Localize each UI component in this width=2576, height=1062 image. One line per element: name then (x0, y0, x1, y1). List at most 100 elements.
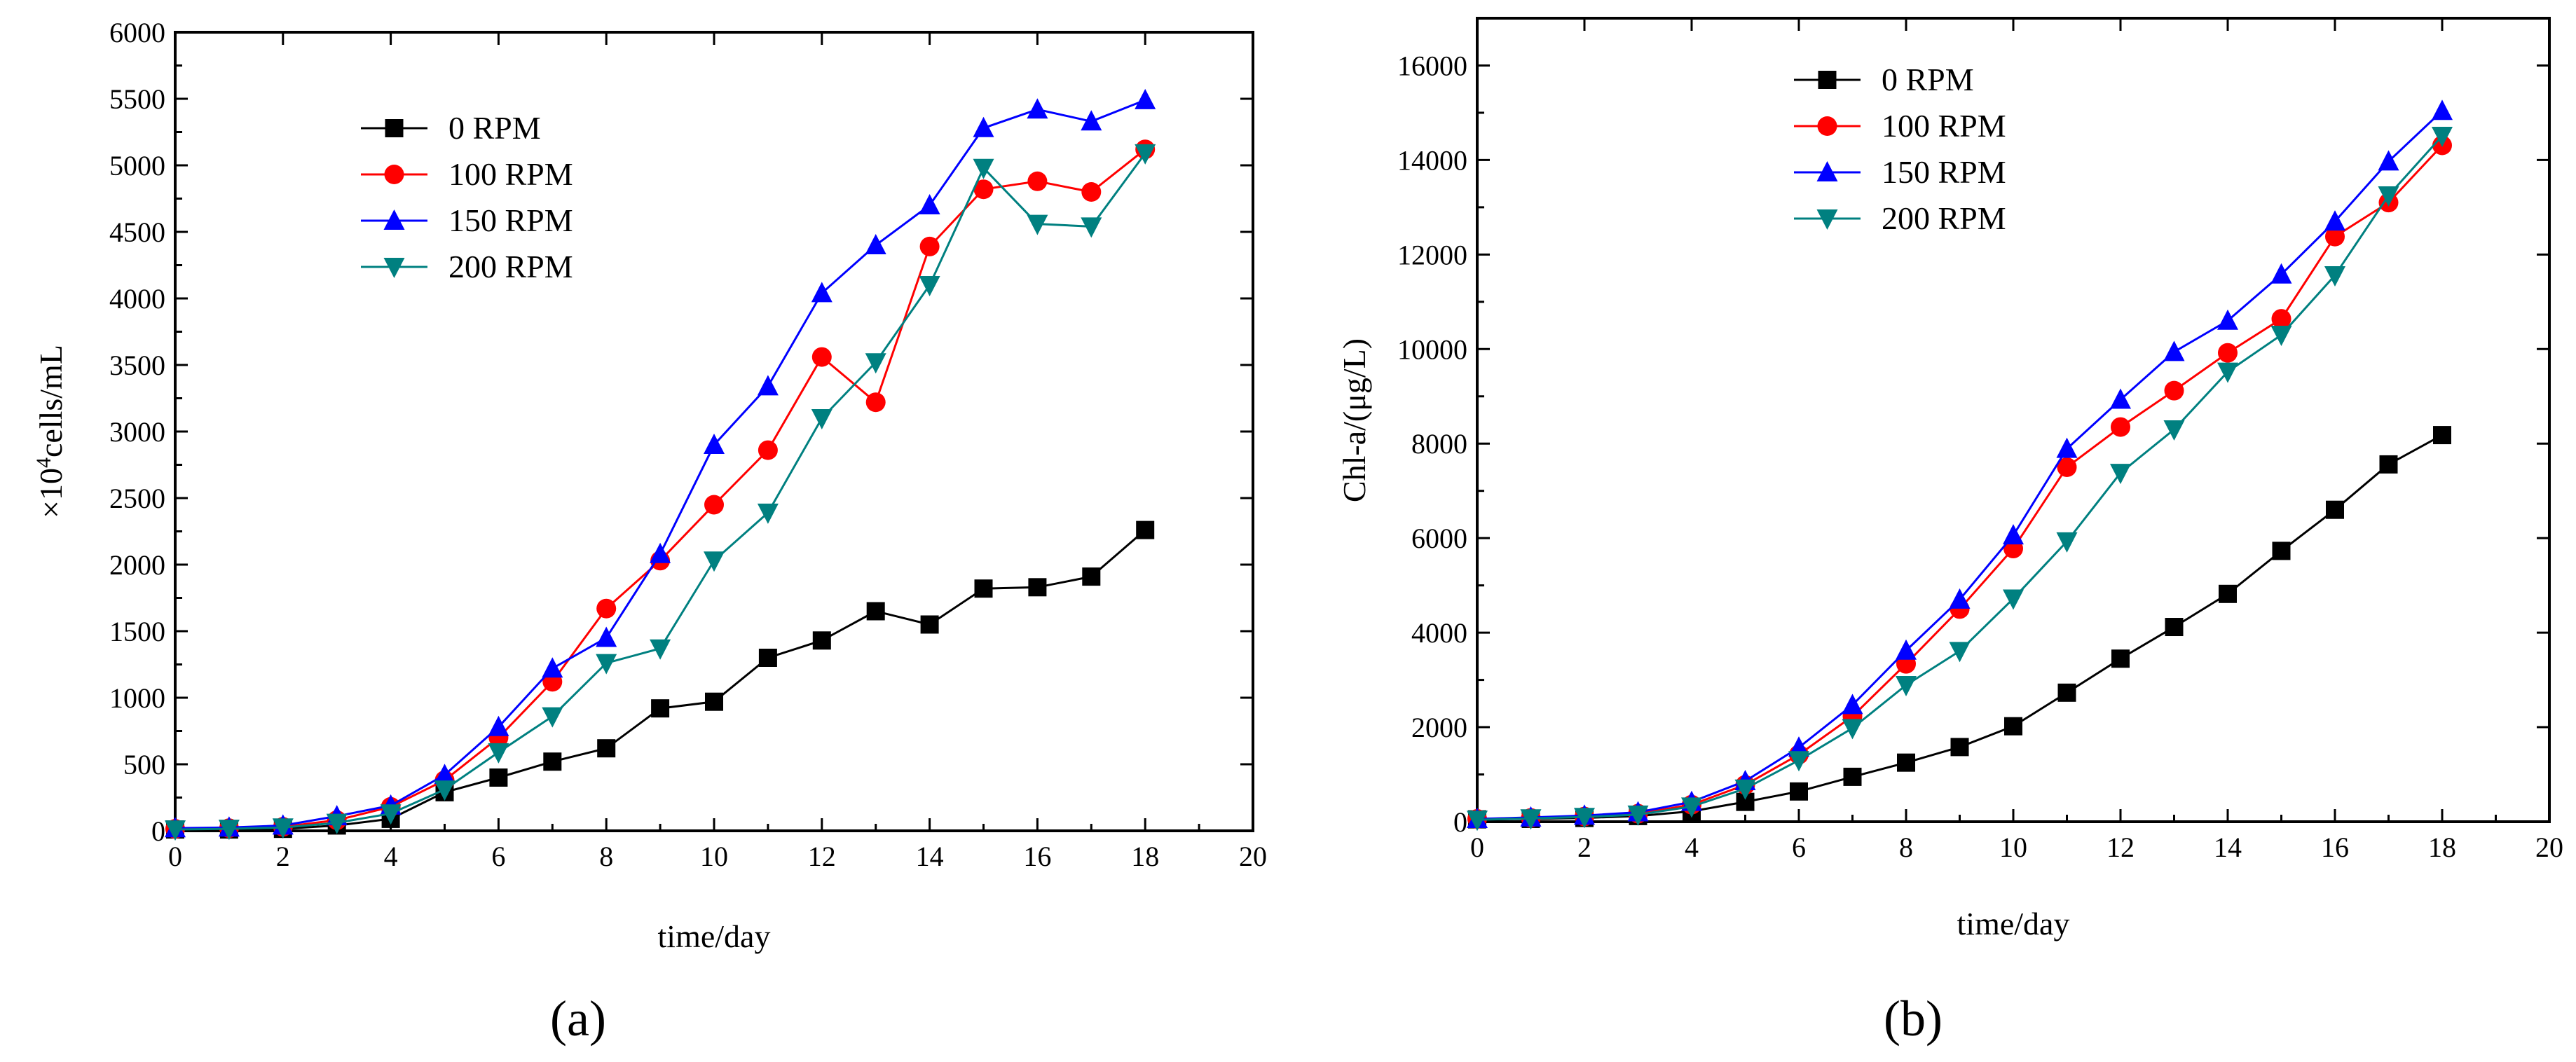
data-point (1574, 808, 1595, 829)
data-point (1027, 98, 1048, 119)
data-point (2217, 309, 2238, 330)
data-point (2270, 263, 2292, 284)
y-axis-title-a: ×104cells/mL (32, 345, 69, 518)
y-tick-label: 4500 (109, 216, 165, 248)
y-tick-label: 2000 (1411, 712, 1467, 743)
data-point (596, 598, 617, 619)
x-tick-label: 12 (808, 841, 836, 872)
legend-marker (1816, 161, 1838, 181)
series-group-a (165, 88, 1156, 841)
x-tick-label: 2 (1577, 832, 1591, 863)
legend-a: 0 RPM 100 RPM 150 RPM 200 RPM (361, 110, 573, 284)
x-tick-label: 8 (599, 841, 613, 872)
data-point (1081, 217, 1102, 238)
data-point (165, 820, 186, 841)
y-tick-label: 12000 (1397, 239, 1467, 270)
x-tick-label: 4 (384, 841, 398, 872)
data-point (920, 615, 939, 634)
data-point (704, 551, 725, 572)
x-tick-label: 18 (2428, 832, 2456, 863)
data-point (1896, 639, 1917, 660)
data-point (597, 739, 616, 758)
data-point (811, 347, 832, 367)
data-point (1027, 171, 1048, 191)
data-point (2272, 542, 2291, 560)
x-tick-label: 20 (2535, 832, 2563, 863)
legend-label: 0 RPM (448, 110, 541, 146)
data-point (1897, 753, 1915, 772)
legend-marker (1816, 209, 1838, 230)
data-point (2111, 417, 2130, 437)
panel-label-b: (b) (1884, 991, 1943, 1047)
data-point (2271, 309, 2291, 329)
series-line (174, 149, 1146, 830)
data-point (1734, 779, 1756, 800)
y-tick-label: 4000 (1411, 617, 1467, 649)
x-tick-label: 14 (916, 841, 944, 872)
data-point (1081, 182, 1102, 202)
data-point (2218, 343, 2238, 363)
y-tick-label: 2500 (109, 483, 165, 514)
series-group-b (1467, 99, 2453, 832)
data-point (2165, 618, 2184, 637)
legend-marker (383, 209, 405, 230)
legend-label: 200 RPM (1882, 200, 2006, 236)
data-point (2270, 326, 2292, 347)
legend-label: 200 RPM (448, 249, 573, 284)
data-point (812, 631, 831, 650)
y-tick-label: 3500 (109, 350, 165, 381)
data-point (2324, 210, 2345, 231)
panel-a: 0 2 4 6 8 10 12 14 16 18 20 0 500 1000 1500 2000 2500 30… (32, 17, 1267, 1047)
data-point (2432, 127, 2453, 148)
data-point (2378, 150, 2399, 171)
data-point (865, 392, 886, 413)
data-point (1081, 110, 1102, 131)
data-point (1949, 642, 1971, 663)
data-point (704, 495, 724, 515)
data-point (2056, 532, 2078, 553)
data-point (757, 375, 779, 396)
data-point (1950, 738, 1969, 757)
data-point (1843, 767, 1862, 786)
data-point (865, 353, 886, 374)
data-point (1896, 676, 1917, 697)
data-point (1135, 88, 1156, 109)
y-tick-label: 4000 (109, 283, 165, 315)
data-point (2057, 683, 2076, 702)
x-tick-label: 0 (168, 841, 182, 872)
y-axis-title-b: Chl-a/(μg/L) (1336, 338, 1372, 502)
legend-label: 150 RPM (1882, 154, 2006, 190)
panel-label-a: (a) (550, 991, 606, 1047)
data-point (974, 579, 993, 598)
legend-label: 100 RPM (1882, 108, 2006, 144)
data-point (1681, 797, 1702, 818)
legend-marker (384, 165, 404, 184)
y-tick-label: 10000 (1397, 333, 1467, 365)
x-tick-label: 10 (700, 841, 728, 872)
data-point (2163, 420, 2185, 441)
x-tick-label: 8 (1899, 832, 1913, 863)
data-point (2163, 340, 2185, 361)
data-point (705, 692, 723, 711)
series-line (175, 529, 1146, 831)
y-tick-label: 500 (123, 749, 165, 780)
data-point (1027, 214, 1048, 235)
y-tick-label: 16000 (1397, 50, 1467, 81)
data-point (434, 780, 455, 801)
y-tick-label: 6000 (109, 17, 165, 48)
data-point (811, 409, 833, 429)
data-point (2004, 717, 2022, 736)
data-point (2378, 186, 2399, 207)
plot-frame-a (174, 31, 1254, 832)
data-point (973, 158, 994, 179)
data-point (488, 715, 509, 736)
data-point (2056, 437, 2078, 458)
data-point (811, 282, 833, 303)
data-point (2326, 500, 2344, 519)
data-point (2110, 388, 2131, 409)
data-point (2432, 99, 2453, 120)
data-point (2003, 524, 2024, 545)
y-axis-ticks-b: 0 2000 4000 6000 8000 10000 12000 14000 16000 (1397, 17, 2549, 838)
data-point (2217, 362, 2238, 383)
